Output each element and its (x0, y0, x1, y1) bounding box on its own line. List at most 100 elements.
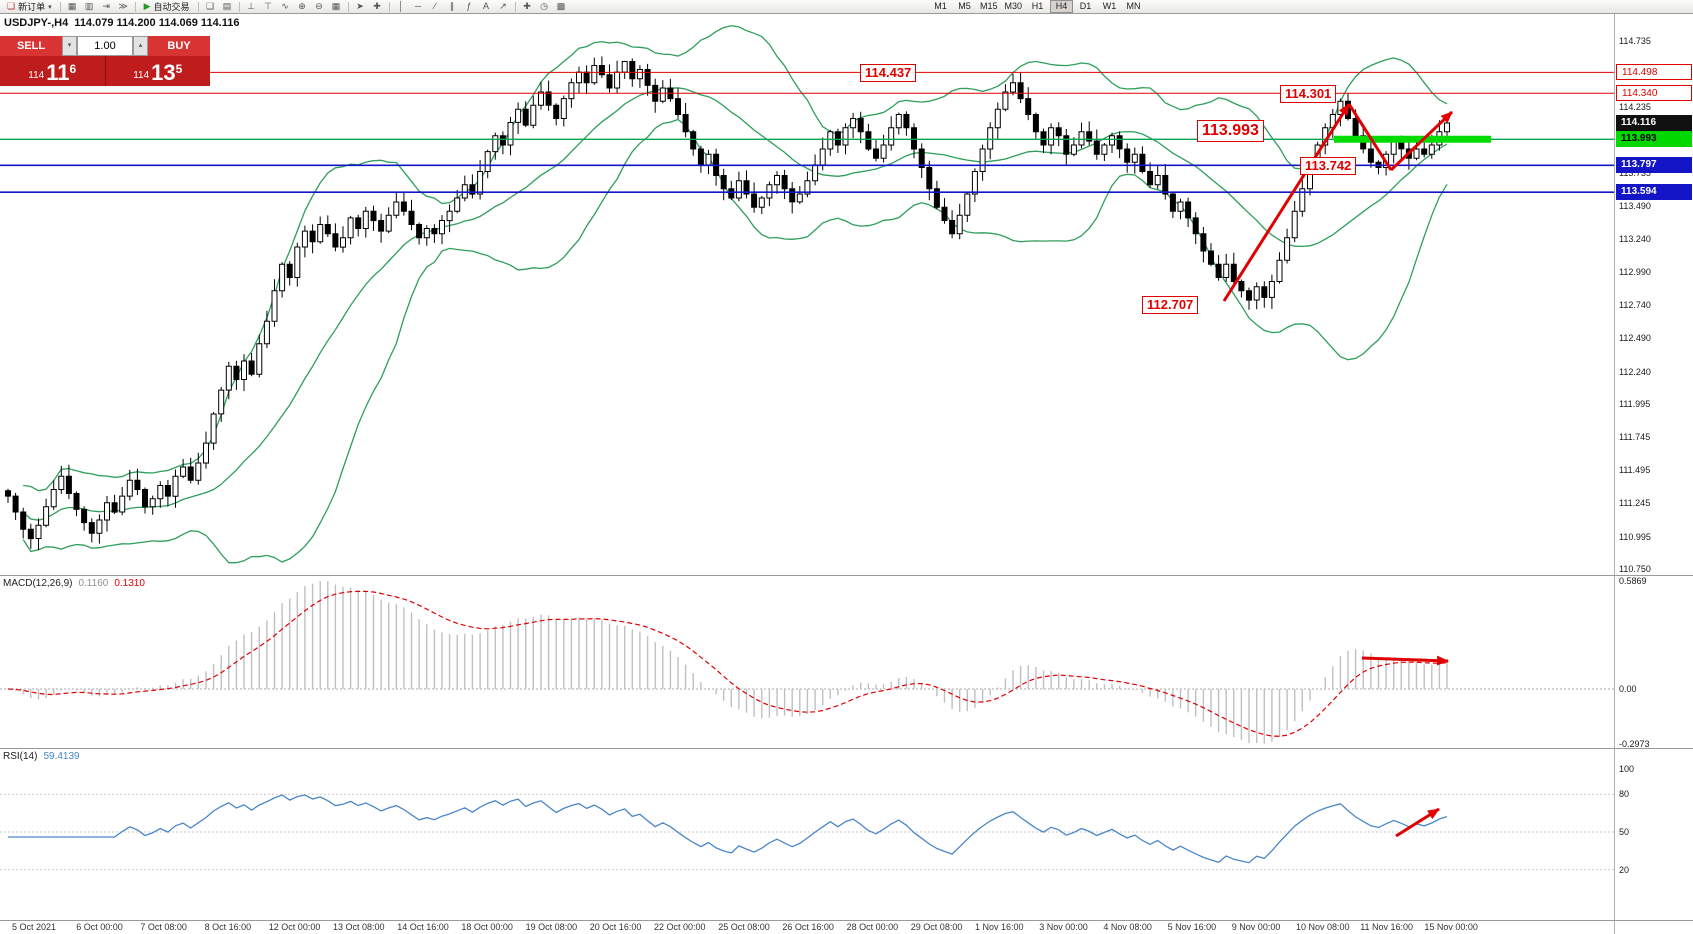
price-callout-114.437[interactable]: 114.437 (860, 64, 917, 82)
sell-button[interactable]: SELL (0, 36, 62, 56)
time-label: 12 Oct 00:00 (268, 922, 321, 932)
macd-axis-min: -0.2973 (1619, 738, 1650, 749)
time-label: 19 Oct 08:00 (525, 922, 578, 932)
ask-prefix: 114 (133, 70, 150, 81)
candlesticks (5, 56, 1450, 551)
volume-down-button[interactable]: ▾ (62, 36, 77, 56)
bid-price-button[interactable]: 114 11 6 (0, 56, 105, 86)
trendline-icon[interactable]: ∕ (427, 0, 444, 13)
indicators-icon[interactable]: ✚ (519, 0, 536, 13)
timeframe-m1-button[interactable]: M1 (934, 1, 947, 11)
auto-scroll-icon[interactable]: ≫ (115, 0, 132, 13)
bar-chart-icon[interactable]: ⊥ (243, 0, 260, 13)
caret-down-icon: ▾ (48, 3, 52, 11)
fibonacci-icon[interactable]: ƒ (461, 0, 478, 13)
price-tag-114.116: 114.116 (1616, 115, 1692, 131)
price-tick-113.735: 113.735 (1619, 168, 1651, 179)
trend-arrow-continuation[interactable] (1389, 110, 1454, 172)
bid-main: 11 (46, 60, 70, 85)
tile-windows-icon-glyph: ▦ (331, 1, 341, 11)
auto-scroll-icon-glyph: ≫ (118, 1, 128, 11)
price-tick-113.490: 113.490 (1619, 200, 1651, 211)
price-callout-113.993[interactable]: 113.993 (1197, 120, 1264, 142)
symbol-info: USDJPY-,H4 114.079 114.200 114.069 114.1… (4, 17, 240, 29)
candlestick-chart-icon-glyph: ⊤ (264, 1, 272, 11)
trend-arrow-up[interactable] (1222, 103, 1351, 302)
zoom-in-icon[interactable]: ⊕ (294, 0, 311, 13)
timeframe-group: M1 M5 M15 M30 H1 H4 D1 W1 MN (929, 0, 1146, 13)
price-tick-111.745: 111.745 (1619, 432, 1651, 443)
horizontal-line-icon-glyph: ─ (414, 1, 422, 11)
new-order-button[interactable]: ❏ 新订单 ▾ (2, 0, 57, 13)
tile-windows-icon[interactable]: ▦ (328, 0, 345, 13)
line-chart-icon[interactable]: ∿ (277, 0, 294, 13)
vertical-line-icon-glyph: │ (398, 1, 404, 11)
timeframe-h1-button[interactable]: H1 (1031, 1, 1044, 11)
ask-price-button[interactable]: 114 13 5 (106, 56, 211, 86)
crosshair-icon[interactable]: ✚ (369, 0, 386, 13)
new-chart-icon-glyph: ❏ (206, 1, 215, 11)
horizontal-line-icon[interactable]: ─ (410, 0, 427, 13)
timeframe-mn-button[interactable]: MN (1126, 1, 1141, 11)
bear-candles (5, 61, 1428, 540)
indicators-icon-glyph: ✚ (523, 1, 531, 11)
time-label: 22 Oct 00:00 (654, 922, 706, 932)
timeframe-m30-button[interactable]: M30 (1004, 1, 1023, 11)
text-tool-icon-glyph: A (483, 1, 490, 11)
timeframe-w1-button[interactable]: W1 (1102, 1, 1117, 11)
macd-axis-max: 0.5869 (1619, 576, 1647, 586)
time-label: 6 Oct 00:00 (76, 922, 123, 932)
trade-panel-controls: SELL ▾ ▴ BUY (0, 36, 210, 56)
cursor-icon[interactable]: ➤ (352, 0, 369, 13)
timeframe-m15-button[interactable]: M15 (980, 1, 998, 11)
periods-icon-glyph: ◷ (540, 1, 548, 11)
time-axis-separator (0, 920, 1693, 921)
arrow-tool-icon[interactable]: ↗ (495, 0, 512, 13)
buy-button[interactable]: BUY (148, 36, 210, 56)
auto-trading-button[interactable]: ▶ 自动交易 (139, 0, 195, 13)
toolbar-separator (514, 1, 516, 12)
templates-icon[interactable]: ▩ (553, 0, 570, 13)
price-tag-113.993: 113.993 (1616, 131, 1692, 148)
new-chart-icon[interactable]: ❏ (202, 0, 219, 13)
toolbar-separator (238, 1, 240, 12)
timeframe-h4-button[interactable]: H4 (1050, 0, 1074, 13)
rsi-arrow[interactable] (1395, 807, 1440, 838)
price-tick-114.735: 114.735 (1619, 36, 1651, 46)
price-callout-112.707[interactable]: 112.707 (1142, 296, 1199, 314)
volume-input[interactable] (77, 36, 133, 56)
price-callout-113.742[interactable]: 113.742 (1300, 157, 1357, 175)
macd-name: MACD(12,26,9) (3, 578, 73, 589)
rsi-axis-80: 80 (1619, 789, 1630, 800)
trend-line-down[interactable] (1347, 103, 1393, 171)
auto-trading-glyph: ▶ (143, 1, 151, 11)
price-tag-113.797: 113.797 (1616, 157, 1692, 174)
price-axis-line (1614, 14, 1615, 934)
price-tick-112.740: 112.740 (1619, 300, 1651, 311)
trendline-icon-glyph: ∕ (434, 1, 436, 11)
bollinger-middle (22, 87, 1448, 521)
rsi-panel-separator[interactable] (0, 748, 1693, 749)
candlestick-chart-icon[interactable]: ⊤ (260, 0, 277, 13)
macd-panel-separator[interactable] (0, 575, 1693, 576)
chart-shift-icon[interactable]: ⇥ (98, 0, 115, 13)
charts-grid-icon[interactable]: ▦ (64, 0, 81, 13)
text-tool-icon[interactable]: A (478, 0, 495, 13)
price-tag-114.498: 114.498 (1616, 64, 1692, 81)
vertical-line-icon[interactable]: │ (393, 0, 410, 13)
rsi-label: RSI(14) 59.4139 (3, 751, 80, 762)
bull-candles (35, 61, 1450, 539)
periods-icon[interactable]: ◷ (536, 0, 553, 13)
chart-list-icon[interactable]: ▤ (219, 0, 236, 13)
zoom-out-icon[interactable]: ⊖ (311, 0, 328, 13)
macd-arrow[interactable] (1361, 655, 1449, 666)
channel-icon[interactable]: ∥ (444, 0, 461, 13)
profiles-icon[interactable]: ▥ (81, 0, 98, 13)
ask-pip: 5 (175, 62, 183, 76)
timeframe-m5-button[interactable]: M5 (958, 1, 971, 11)
volume-up-button[interactable]: ▴ (133, 36, 148, 56)
timeframe-d1-button[interactable]: D1 (1079, 1, 1092, 11)
trend-arrows[interactable] (1222, 103, 1454, 838)
price-callout-114.301[interactable]: 114.301 (1280, 85, 1337, 103)
